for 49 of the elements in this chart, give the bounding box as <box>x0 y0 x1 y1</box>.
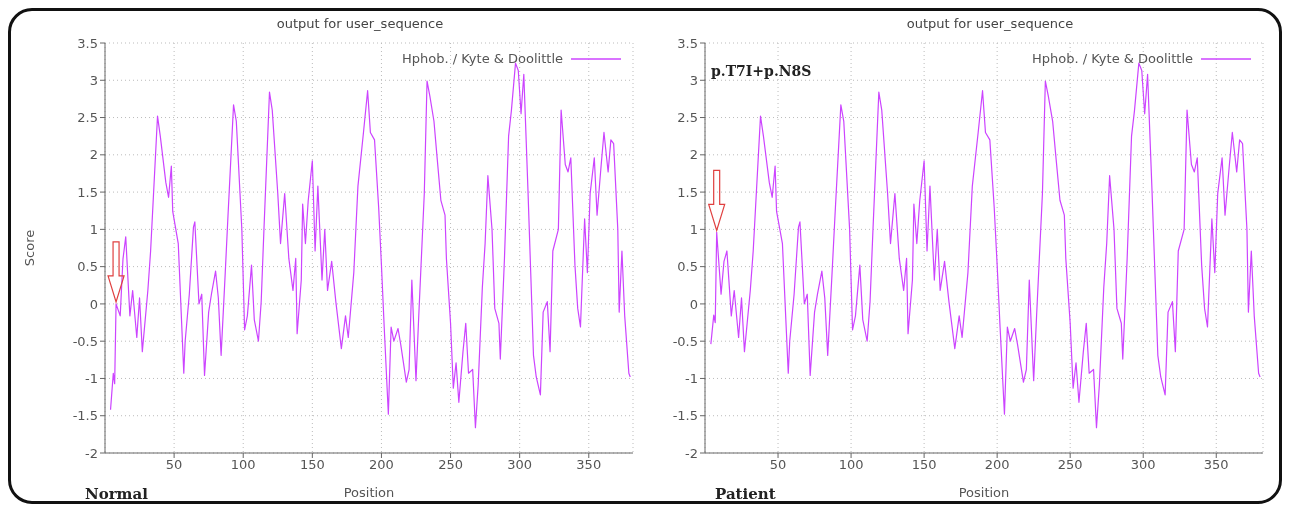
text: Patient <box>715 485 776 503</box>
x-tick-label: 150 <box>911 457 937 473</box>
x-tick-label: 50 <box>165 457 183 473</box>
x-tick-label: 100 <box>838 457 864 473</box>
x-tick-label: 100 <box>230 457 256 473</box>
x-tick-label: 350 <box>576 457 602 473</box>
x-tick-label: 200 <box>369 457 394 473</box>
y-tick-label: 0 <box>689 296 698 312</box>
y-tick-label: 2 <box>689 147 698 163</box>
y-tick-label: 2.5 <box>677 110 698 126</box>
y-axis-title: Score <box>21 229 37 267</box>
x-tick-label: 200 <box>984 457 1010 473</box>
legend-label: Hphob. / Kyte & Doolittle <box>402 51 563 66</box>
x-tick-label: 300 <box>507 457 533 473</box>
y-tick-label: 0 <box>89 296 98 312</box>
y-tick-label: -1.5 <box>672 408 698 424</box>
y-tick-label: 2 <box>89 147 98 163</box>
x-tick-label: 50 <box>769 457 787 473</box>
y-tick-label: 3.5 <box>77 35 98 51</box>
text: Normal <box>85 485 148 503</box>
annotation: p.T7I+p.N8S <box>709 63 814 79</box>
x-tick-label: 250 <box>438 457 463 473</box>
y-tick-label: 0.5 <box>677 259 698 275</box>
y-tick-label: 3.5 <box>677 35 698 51</box>
x-tick-label: 250 <box>1057 457 1083 473</box>
legend-label: Hphob. / Kyte & Doolittle <box>1032 51 1193 66</box>
y-tick-label: -1 <box>685 371 698 387</box>
chart-title: output for user_sequence <box>275 15 445 33</box>
y-tick-label: 1 <box>89 221 98 237</box>
y-tick-label: 3 <box>689 72 698 88</box>
y-tick-label: -2 <box>85 445 98 461</box>
y-tick-label: -1 <box>85 371 98 387</box>
x-tick-label: 150 <box>299 457 325 473</box>
y-tick-label: 1 <box>689 221 698 237</box>
x-tick-label: 300 <box>1130 457 1156 473</box>
y-tick-label: -0.5 <box>672 333 698 349</box>
x-axis-title: Position <box>958 485 1010 500</box>
y-tick-label: 2.5 <box>77 110 98 126</box>
y-tick-label: 0.5 <box>77 259 98 275</box>
y-tick-label: -0.5 <box>72 333 98 349</box>
x-tick-label: 350 <box>1203 457 1229 473</box>
y-tick-label: 3 <box>89 72 98 88</box>
y-tick-label: -1.5 <box>72 408 98 424</box>
rounded-frame: output for user_sequence 50 100 150 200 250 300 350 Position -2 -1.5 -1 -0.5 0 0.5 1 1.5 2 2.5 3 3.5 Score Hphob. / Kyte & Doolittle Normal output for user_sequence 50 100 150 200 250 300 350 Position -2 -1.5 -1 -0.5 0 0.5 1 1.5 2 2.5 3 3.5 Hphob. / Kyte & Doolittle p.T7I+p.N8S Patient <box>8 8 1282 504</box>
y-tick-label: -2 <box>685 445 698 461</box>
x-axis-title: Position <box>343 485 395 500</box>
chart-title: output for user_sequence <box>905 15 1075 33</box>
y-tick-label: 1.5 <box>677 184 698 200</box>
y-tick-label: 1.5 <box>77 184 98 200</box>
